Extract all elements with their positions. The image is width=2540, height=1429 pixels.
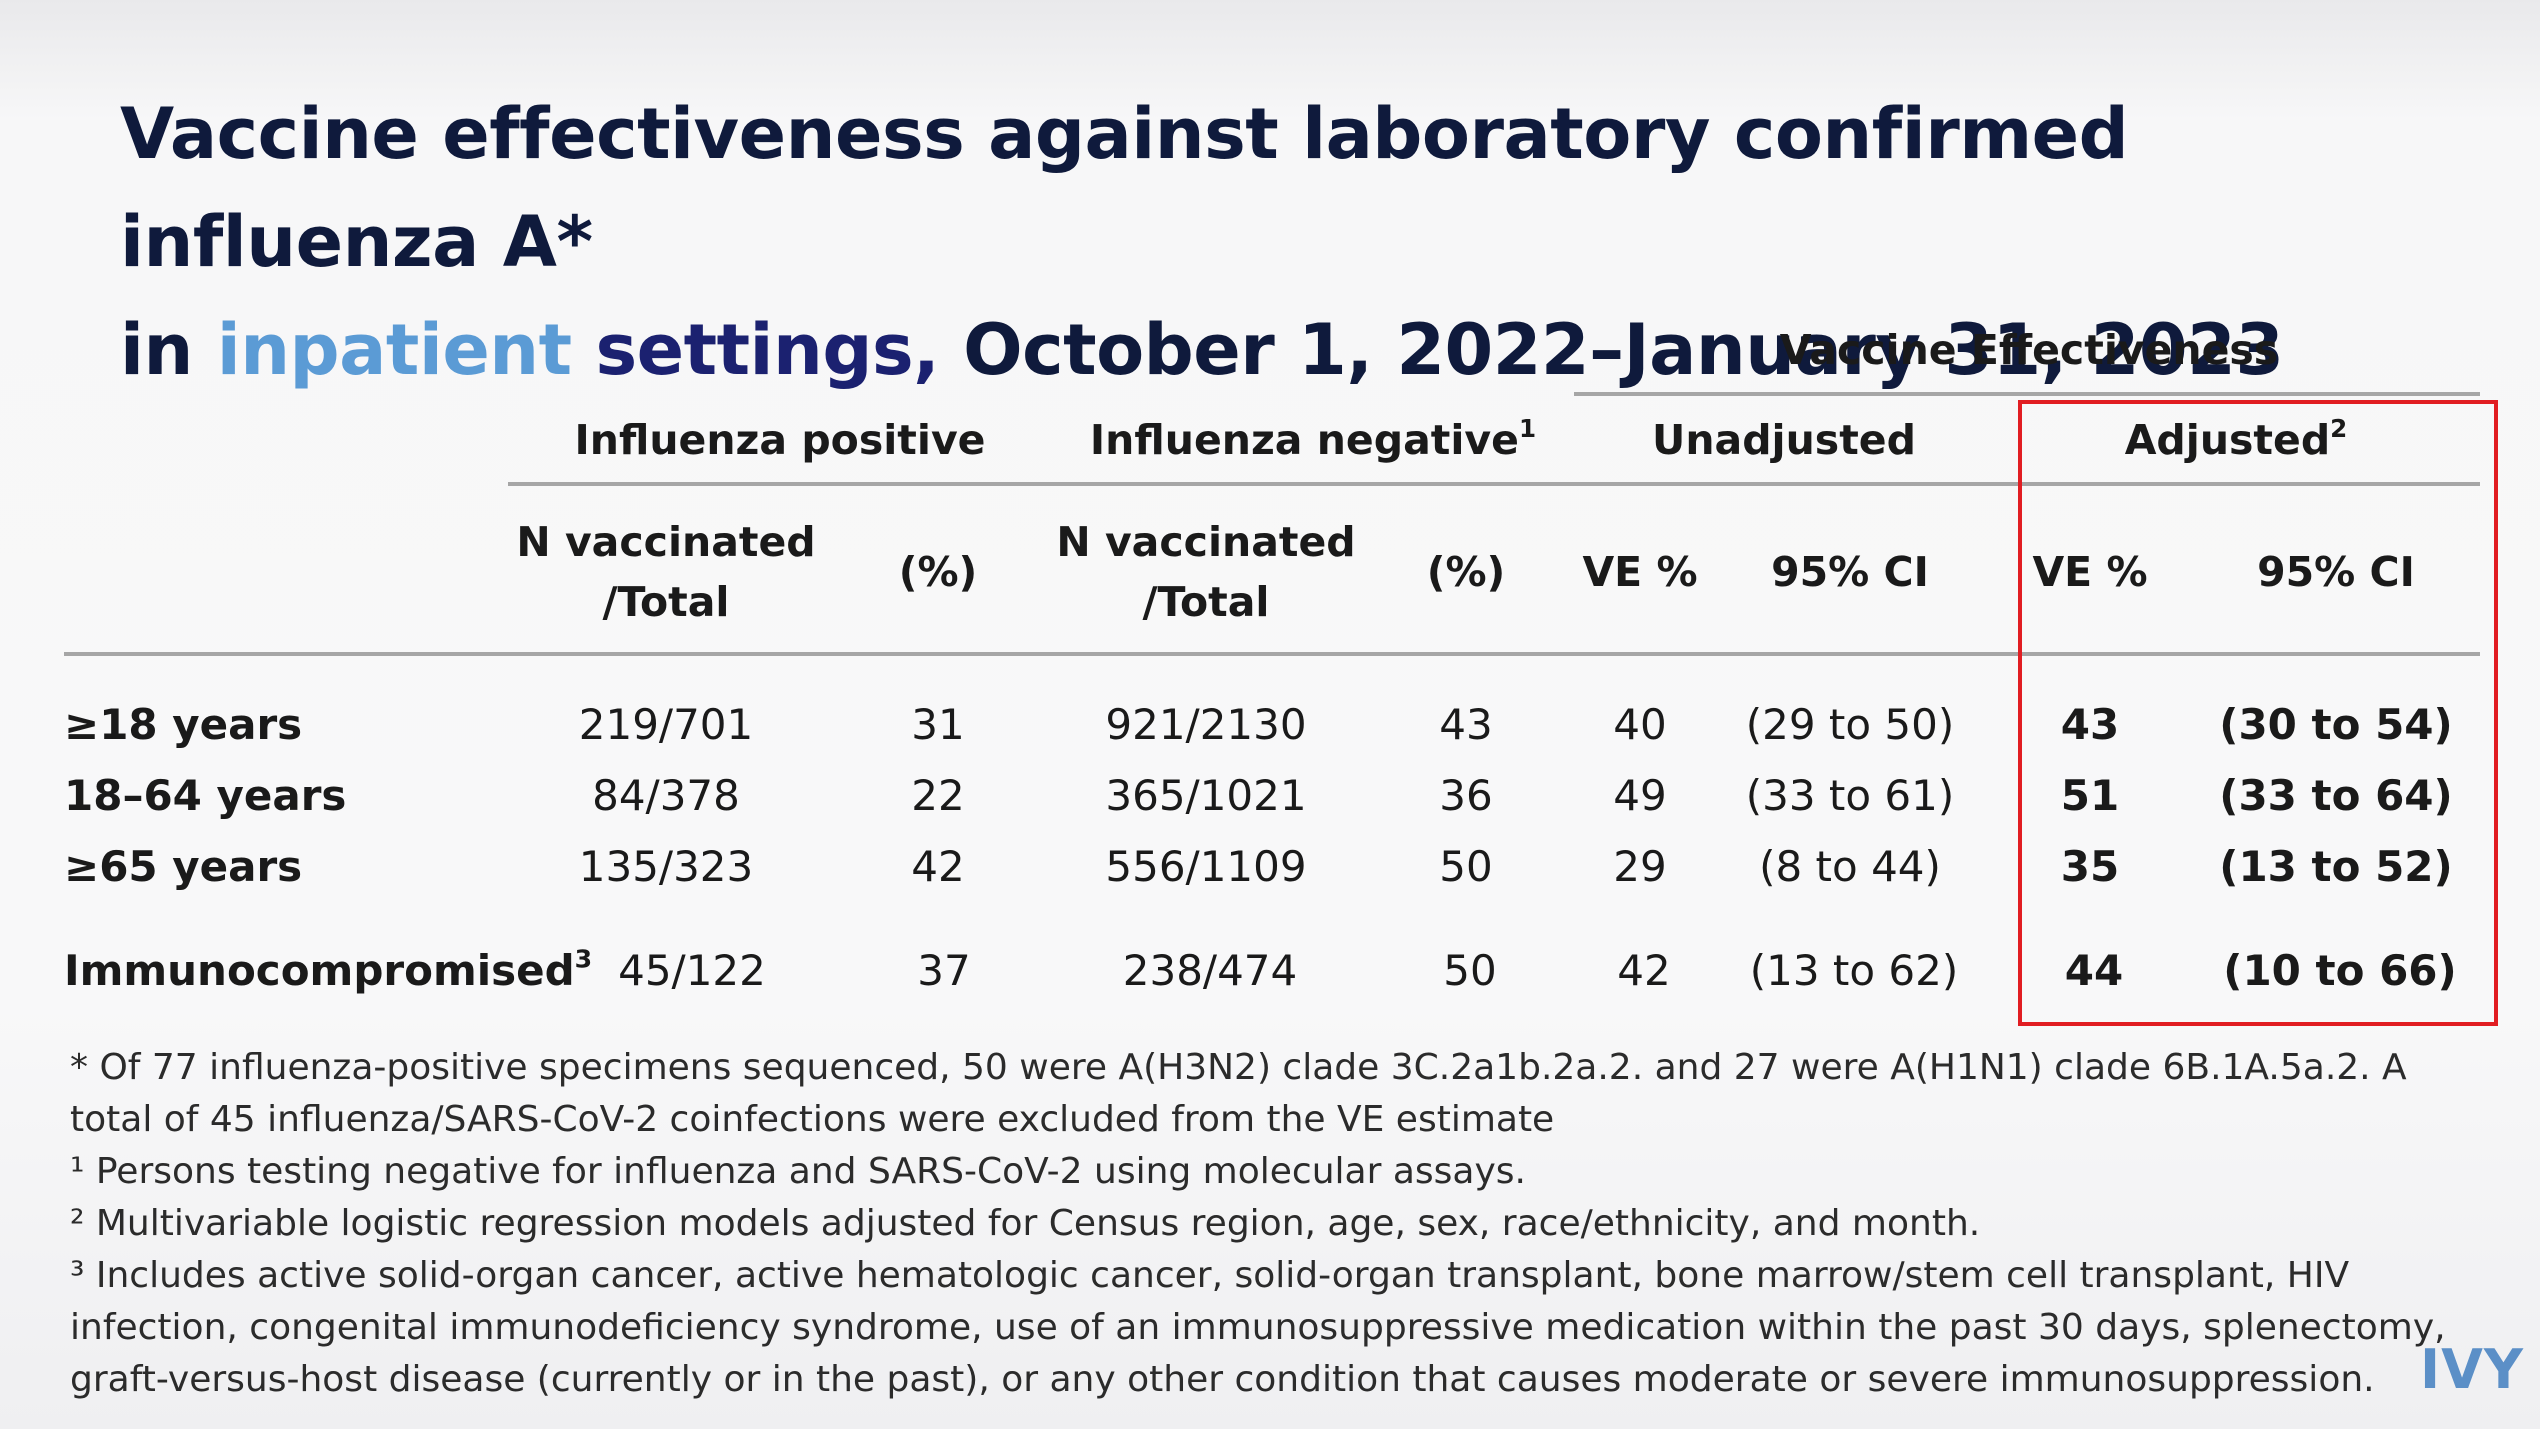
title-highlight: inpatient — [216, 309, 572, 391]
row-adj-ci: (30 to 54) — [2219, 700, 2453, 749]
adj-ve-header: VE % — [2032, 548, 2148, 596]
row-pos-count: 84/378 — [592, 771, 740, 820]
row-neg-count: 921/2130 — [1105, 700, 1307, 749]
row-label: ≥65 years — [64, 842, 303, 891]
row-pos-pct: 22 — [911, 771, 965, 820]
row-neg-count: 365/1021 — [1105, 771, 1307, 820]
pos-pct-header: (%) — [898, 548, 978, 596]
row-adj-ve: 43 — [2060, 700, 2120, 749]
row-label: ≥18 years — [64, 700, 303, 749]
neg-n-vaccinated-header: N vaccinated /Total — [1056, 518, 1356, 626]
pos-n-vaccinated-header: N vaccinated /Total — [516, 518, 816, 626]
row-neg-pct: 50 — [1443, 946, 1497, 995]
neg-pct-header: (%) — [1426, 548, 1506, 596]
ve-group-header: Vaccine Effectiveness — [1779, 326, 2279, 374]
adjusted-sup: 2 — [2330, 413, 2348, 443]
title-line-1: Vaccine effectiveness against laboratory… — [120, 93, 2129, 283]
row-neg-count: 238/474 — [1122, 946, 1298, 995]
footnote-2: ² Multivariable logistic regression mode… — [70, 1203, 1981, 1244]
row-label-sup: 3 — [574, 944, 593, 974]
row-adj-ci: (13 to 52) — [2219, 842, 2453, 891]
row-unadj-ci: (29 to 50) — [1745, 700, 1955, 749]
row-pos-pct: 31 — [911, 700, 965, 749]
row-unadj-ve: 29 — [1613, 842, 1667, 891]
unadj-ve-header: VE % — [1582, 548, 1698, 596]
adjusted-header: Adjusted2 — [2124, 413, 2348, 464]
row-neg-pct: 50 — [1439, 842, 1493, 891]
footnote-1: ¹ Persons testing negative for influenza… — [70, 1151, 1526, 1192]
group-header-rule — [508, 482, 2480, 486]
row-pos-count: 135/323 — [578, 842, 754, 891]
footnote-star: * Of 77 influenza-positive specimens seq… — [70, 1047, 2407, 1140]
row-adj-ci: (10 to 66) — [2223, 946, 2457, 995]
row-adj-ve: 51 — [2060, 771, 2120, 820]
unadjusted-header: Unadjusted — [1652, 416, 1916, 464]
row-unadj-ve: 49 — [1613, 771, 1667, 820]
row-unadj-ci: (8 to 44) — [1759, 842, 1941, 891]
title-line-2: in inpatient settings, October 1, 2022–J… — [120, 296, 2500, 404]
row-adj-ci: (33 to 64) — [2219, 771, 2453, 820]
row-neg-count: 556/1109 — [1105, 842, 1307, 891]
row-unadj-ve: 42 — [1617, 946, 1671, 995]
header-bottom-rule — [64, 652, 2480, 656]
title-settings: settings, — [571, 309, 940, 391]
title-prefix: in — [120, 309, 217, 391]
row-unadj-ci: (13 to 62) — [1749, 946, 1959, 995]
footnotes: * Of 77 influenza-positive specimens seq… — [70, 1042, 2470, 1406]
row-adj-ve: 35 — [2060, 842, 2120, 891]
slide-title: Vaccine effectiveness against laboratory… — [120, 80, 2500, 404]
title-suffix: October 1, 2022–January 31, 2023 — [939, 309, 2284, 391]
ivy-logo: IVY — [2420, 1338, 2524, 1401]
row-label: 18–64 years — [64, 771, 347, 820]
row-label: Immunocompromised3 — [64, 944, 593, 995]
flu-positive-header: Influenza positive — [574, 416, 986, 464]
footnote-3: ³ Includes active solid-organ cancer, ac… — [70, 1255, 2446, 1400]
row-adj-ve: 44 — [2064, 946, 2124, 995]
row-unadj-ci: (33 to 61) — [1745, 771, 1955, 820]
adj-ci-header: 95% CI — [2257, 548, 2415, 596]
flu-negative-sup: 1 — [1518, 413, 1537, 443]
row-pos-pct: 42 — [911, 842, 965, 891]
row-unadj-ve: 40 — [1613, 700, 1667, 749]
row-pos-count: 219/701 — [578, 700, 754, 749]
row-pos-count: 45/122 — [618, 946, 766, 995]
ve-group-rule — [1574, 392, 2480, 396]
row-neg-pct: 36 — [1439, 771, 1493, 820]
flu-negative-header: Influenza negative1 — [1089, 413, 1537, 464]
row-neg-pct: 43 — [1439, 700, 1493, 749]
unadj-ci-header: 95% CI — [1771, 548, 1929, 596]
adjusted-highlight-box — [2018, 400, 2498, 1026]
row-pos-pct: 37 — [917, 946, 971, 995]
